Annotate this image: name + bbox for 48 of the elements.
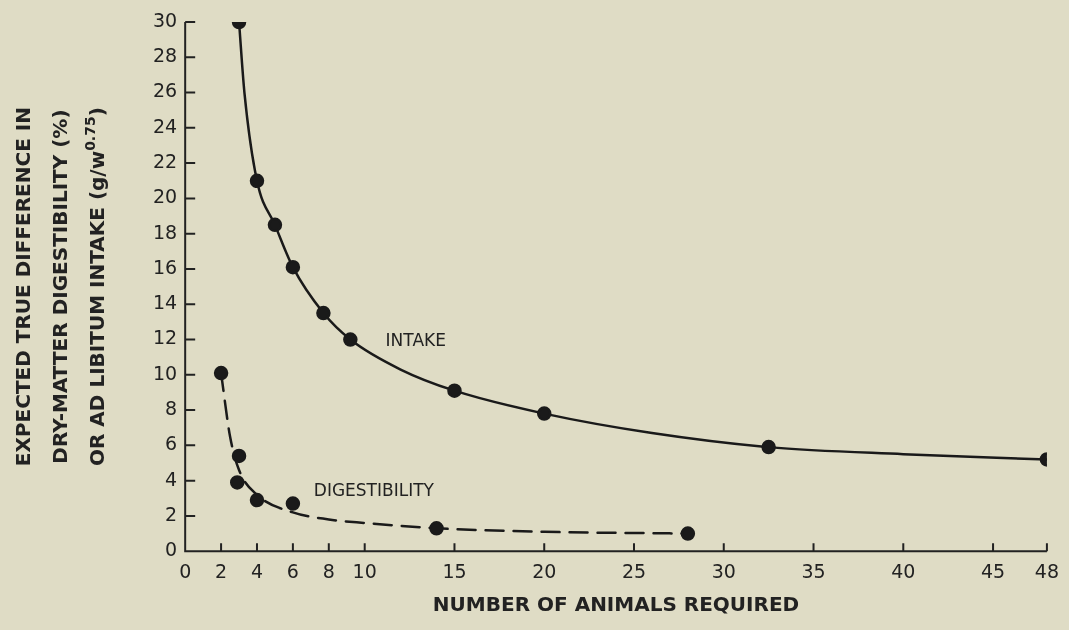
point: [285, 496, 301, 511]
point: [761, 439, 776, 455]
point: [429, 521, 444, 536]
y-tick-label: 0: [165, 538, 178, 561]
y-tick-label: 8: [165, 397, 178, 420]
x-tick-label: 15: [442, 559, 467, 582]
x-axis-title: NUMBER OF ANIMALS REQUIRED: [432, 592, 800, 617]
x-tick-label: 35: [801, 559, 826, 582]
x-tick-label: 40: [891, 559, 916, 582]
point: [213, 365, 229, 381]
y-tick-label: 4: [165, 467, 178, 490]
series-label: DIGESTIBILITY: [313, 479, 435, 500]
x-tick-label: 0: [179, 559, 192, 582]
x-tick-label: 4: [250, 559, 264, 582]
point: [343, 332, 358, 347]
point: [680, 526, 696, 541]
point: [447, 383, 462, 398]
y-tick-label: 14: [152, 291, 178, 314]
y-tick-label: 16: [152, 255, 178, 278]
point: [249, 492, 265, 508]
x-tick-label: 2: [215, 559, 228, 582]
y-tick-label: 22: [152, 150, 178, 173]
y-tick-label: 12: [152, 326, 178, 349]
series-label: INTAKE: [385, 329, 446, 350]
x-tick-label: 48: [1034, 559, 1060, 582]
point: [229, 475, 245, 490]
point: [285, 259, 301, 275]
y-tick-label: 28: [152, 44, 178, 67]
y-tick-label: 2: [165, 502, 178, 525]
x-tick-label: 8: [322, 559, 335, 582]
y-tick-label: 10: [152, 361, 178, 384]
y-tick-label: 20: [152, 185, 178, 208]
point: [316, 305, 331, 321]
y-tick-label: 24: [152, 114, 178, 137]
point: [267, 217, 283, 233]
y-tick-label: 6: [165, 432, 178, 455]
y-tick-label: 30: [152, 8, 178, 31]
x-tick-label: 10: [352, 559, 377, 582]
y-tick-label: 26: [152, 79, 178, 102]
x-tick-label: 30: [711, 559, 736, 582]
y-tick-label: 18: [152, 220, 178, 243]
x-tick-label: 6: [286, 559, 299, 582]
x-tick-label: 45: [980, 559, 1006, 582]
point: [249, 173, 265, 189]
x-tick-label: 20: [532, 559, 557, 582]
x-tick-label: 25: [621, 559, 647, 582]
point: [231, 448, 247, 464]
point: [536, 406, 552, 421]
